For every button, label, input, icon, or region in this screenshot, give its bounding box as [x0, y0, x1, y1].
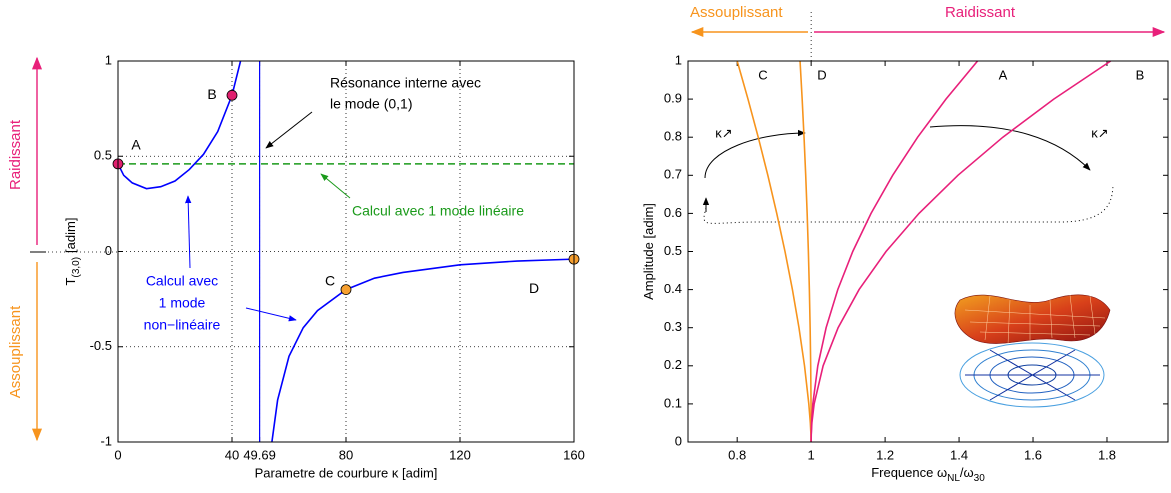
y-tick-label: 0 — [675, 433, 682, 448]
region-label: Assouplissant — [7, 305, 24, 398]
x-tick-label: 49.69 — [243, 447, 276, 462]
point — [340, 284, 352, 296]
series-label: B — [1136, 67, 1145, 82]
region-label: Raidissant — [945, 4, 1016, 21]
x-axis-label: Parametre de courbure κ [adim] — [255, 465, 438, 480]
series-line — [810, 60, 1112, 443]
x-axis-label: Frequence ωNL/ω30 — [871, 465, 985, 483]
series-line — [799, 60, 812, 442]
point-label: D — [529, 280, 539, 296]
y-tick-label: 0.9 — [664, 91, 682, 106]
x-tick-label: 1.2 — [876, 447, 894, 462]
y-axis-label-part: [adim] — [63, 218, 78, 253]
x-tick-label: 80 — [339, 447, 353, 462]
x-tick-label: 0.8 — [728, 447, 746, 462]
x-tick-label: 40 — [225, 447, 239, 462]
y-axis-label: T(3,0) [adim] — [63, 218, 81, 286]
x-tick-label: 120 — [449, 447, 471, 462]
region-label: Raidissant — [7, 119, 24, 190]
x-axis-label-part: NL — [947, 473, 960, 484]
y-tick-label: 0.3 — [664, 319, 682, 334]
y-axis-label: Amplitude [adim] — [641, 203, 656, 300]
y-tick-label: -0.5 — [90, 338, 112, 353]
y-tick-label: 0.7 — [664, 167, 682, 182]
series-label: non−linéaire — [144, 317, 221, 333]
x-axis-label-part: 30 — [974, 473, 986, 484]
x-tick-label: 1.8 — [1098, 447, 1116, 462]
point-label: C — [325, 272, 335, 288]
annotation: Résonance interne avec — [330, 75, 481, 91]
annotation-arrow — [245, 307, 297, 322]
y-tick-label: -1 — [100, 433, 112, 448]
annotation-arrow — [185, 195, 192, 269]
y-tick-label: 1 — [105, 52, 112, 67]
x-tick-label: 1.4 — [950, 447, 968, 462]
kappa-label: κ↗ — [1091, 125, 1108, 140]
series-label: Calcul avec — [146, 273, 218, 289]
series-label: C — [758, 67, 767, 82]
y-tick-label: 0.1 — [664, 395, 682, 410]
x-axis-label-part: Frequence ω — [871, 465, 947, 480]
annotation: le mode (0,1) — [330, 96, 412, 112]
trend-arrow — [929, 125, 1091, 171]
axes-box — [687, 60, 1169, 443]
y-axis-label-part: Amplitude [adim] — [641, 203, 656, 300]
kappa-label: κ↗ — [715, 125, 732, 140]
annotation-arrow — [265, 111, 313, 149]
y-tick-label: 0.6 — [664, 205, 682, 220]
loop — [703, 185, 1114, 224]
trend-arrow — [704, 129, 806, 179]
series-label: 1 mode — [159, 295, 206, 311]
x-tick-label: 1 — [808, 447, 815, 462]
point-label: B — [207, 86, 216, 102]
series-label: Calcul avec 1 mode linéaire — [352, 203, 524, 219]
y-tick-label: 0.2 — [664, 357, 682, 372]
y-tick-label: 0.4 — [664, 281, 682, 296]
annotation-arrow — [320, 173, 351, 199]
y-tick-label: 0.5 — [664, 243, 682, 258]
axes-box — [117, 60, 575, 443]
point — [226, 89, 238, 101]
series-line — [810, 60, 979, 443]
y-tick-label: 1 — [675, 52, 682, 67]
series-label: D — [817, 67, 826, 82]
x-axis-label-part: /ω — [960, 465, 974, 480]
y-axis-label-part: (3,0) — [71, 257, 82, 278]
x-tick-label: 0 — [114, 447, 121, 462]
y-tick-label: 0.8 — [664, 129, 682, 144]
y-tick-label: 0.5 — [94, 148, 112, 163]
y-axis-label-part: T — [63, 277, 78, 285]
y-tick-label: 0 — [105, 243, 112, 258]
series-line — [736, 60, 812, 443]
x-tick-label: 1.6 — [1024, 447, 1042, 462]
point-label: A — [131, 137, 141, 153]
plate-illustration — [954, 294, 1111, 408]
x-tick-label: 160 — [563, 447, 585, 462]
series-label: A — [999, 67, 1008, 82]
region-label: Assouplissant — [690, 4, 783, 21]
